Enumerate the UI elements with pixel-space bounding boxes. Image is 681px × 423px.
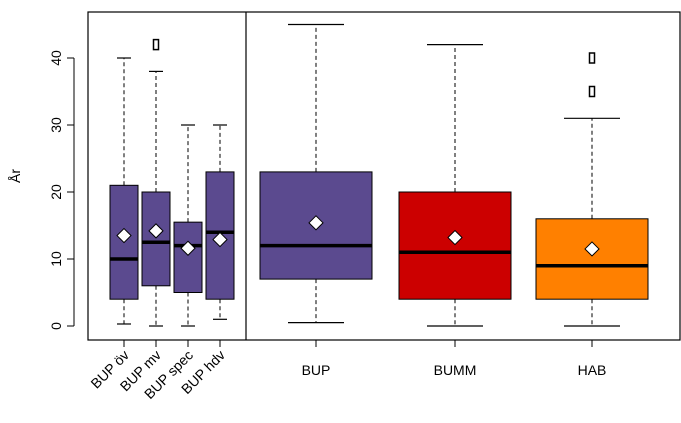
box-bup-öv [109,57,139,325]
outlier-point [588,85,596,98]
y-tick-label: 20 [48,184,64,200]
box-iqr [535,218,649,300]
box-bumm [398,43,512,327]
y-axis: 0 10 20 30 40 [48,50,75,330]
y-tick-label: 10 [48,251,64,267]
box-bup-hdv [205,124,235,320]
box-bup [259,23,373,324]
box-bup-spec [173,124,203,327]
mean-marker [212,231,228,248]
y-axis-label: År [7,169,23,183]
x-tick-label: BUMM [434,362,477,378]
box-iqr [398,191,512,300]
x-tick-label: HAB [578,362,607,378]
mean-marker [148,223,164,239]
y-tick-label: 40 [48,50,64,66]
y-tick-label: 30 [48,117,64,133]
y-tick-label: 0 [48,322,64,330]
box-iqr [141,191,171,287]
mean-marker [308,215,324,231]
mean-marker [116,227,132,244]
box-hab [535,52,649,327]
x-tick-label: BUP [302,362,331,378]
mean-marker [447,229,463,246]
outlier-point [152,38,160,51]
outlier-point [588,52,596,64]
mean-marker [180,240,196,256]
box-bup-mv [141,38,171,327]
boxes-layer [109,23,649,327]
box-iqr [173,221,203,293]
mean-marker [584,241,600,257]
